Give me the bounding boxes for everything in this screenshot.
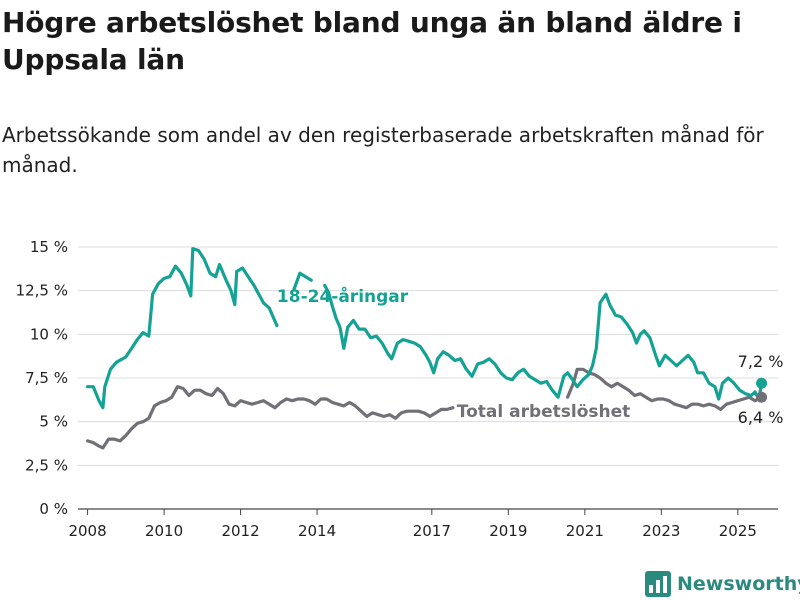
series-label-total: Total arbetslöshet [457, 402, 631, 422]
end-label-total: 6,4 % [738, 408, 784, 427]
end-point-youth [756, 377, 768, 389]
series-line-youth [86, 247, 279, 410]
x-tick-label: 2023 [642, 522, 680, 540]
end-point-total [756, 391, 768, 403]
end-label-youth: 7,2 % [738, 352, 784, 371]
x-tick-label: 2012 [221, 522, 259, 540]
x-tick-label: 2014 [298, 522, 336, 540]
y-tick-label: 0 % [39, 500, 68, 518]
y-tick-label: 12,5 % [16, 282, 68, 300]
series-line-total [566, 367, 764, 411]
series-line-youth [292, 271, 313, 291]
chart-subtitle: Arbetssökande som andel av den registerb… [2, 123, 764, 177]
chart-title: Högre arbetslöshet bland unga än bland ä… [2, 6, 742, 76]
series-line-youth [323, 283, 764, 401]
y-tick-label: 5 % [39, 413, 68, 431]
y-tick-label: 15 % [30, 238, 68, 256]
brand-name: Newsworthy [677, 573, 800, 595]
x-tick-label: 2025 [719, 522, 757, 540]
series-label-youth: 18-24-åringar [277, 285, 409, 307]
x-tick-label: 2019 [489, 522, 527, 540]
x-tick-label: 2017 [413, 522, 451, 540]
y-tick-label: 2,5 % [25, 456, 68, 474]
x-tick-label: 2010 [145, 522, 183, 540]
y-tick-label: 10 % [30, 325, 68, 343]
bar-chart-logo-icon [645, 571, 671, 597]
series-line-total [86, 385, 455, 450]
y-tick-label: 7,5 % [25, 369, 68, 387]
x-tick-label: 2008 [68, 522, 106, 540]
brand-logo[interactable]: Newsworthy [645, 570, 800, 598]
x-tick-label: 2021 [566, 522, 604, 540]
